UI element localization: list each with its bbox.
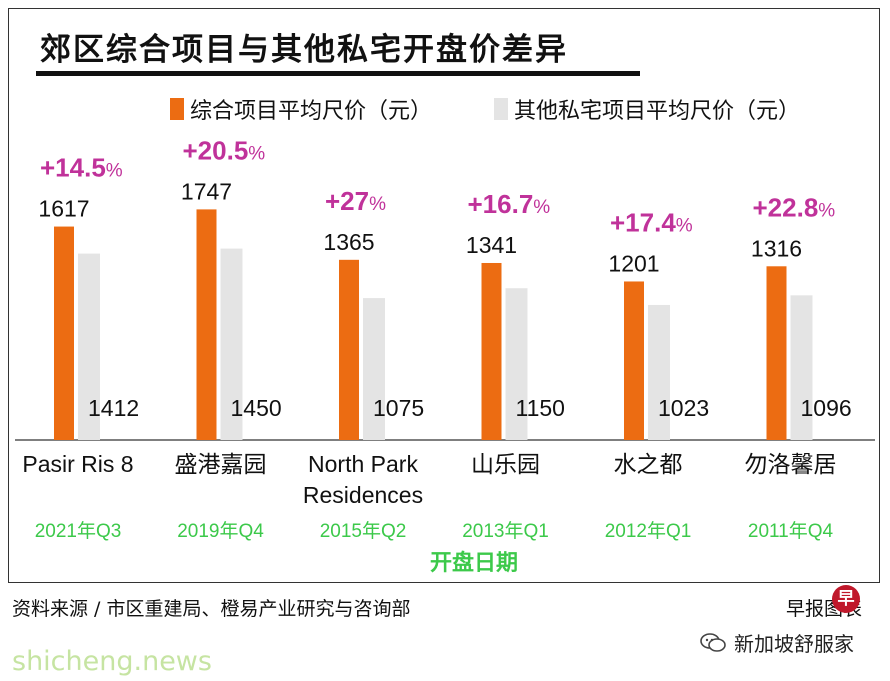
value-label-integrated: 1365 xyxy=(323,229,374,255)
category-label: North Park xyxy=(308,451,418,477)
date-label: 2015年Q2 xyxy=(320,520,407,542)
difference-label: +16.7% xyxy=(468,189,551,219)
bar-integrated xyxy=(54,226,74,440)
date-label: 2012年Q1 xyxy=(605,520,692,542)
value-label-integrated: 1201 xyxy=(608,250,659,276)
wechat-account-name: 新加坡舒服家 xyxy=(734,632,854,656)
chart-title: 郊区综合项目与其他私宅开盘价差异 xyxy=(40,32,568,68)
bar-integrated xyxy=(339,259,359,440)
legend-other: 其他私宅项目平均尺价（元） xyxy=(494,93,800,125)
difference-label: +17.4% xyxy=(610,207,693,237)
category-label: 勿洛馨居 xyxy=(745,451,837,477)
value-label-other: 1412 xyxy=(88,395,139,421)
bar-integrated xyxy=(766,266,787,440)
wechat-watermark: 新加坡舒服家 xyxy=(700,628,854,657)
legend-swatch-other xyxy=(494,98,508,120)
legend-integrated: 综合项目平均尺价（元） xyxy=(170,93,432,125)
value-label-other: 1450 xyxy=(231,395,282,421)
site-watermark: shicheng.news xyxy=(12,646,212,677)
wechat-icon xyxy=(700,632,726,652)
difference-label: +22.8% xyxy=(753,192,836,222)
value-label-integrated: 1747 xyxy=(181,178,232,204)
source-note: 资料来源 / 市区重建局、橙易产业研究与咨询部 xyxy=(12,598,411,620)
difference-label: +14.5% xyxy=(40,153,123,183)
value-label-integrated: 1316 xyxy=(751,235,802,261)
value-label-integrated: 1341 xyxy=(466,232,517,258)
bar-integrated xyxy=(624,281,644,440)
brand-logo: 早 xyxy=(832,585,860,613)
category-label: 水之都 xyxy=(614,451,683,477)
category-label: Pasir Ris 8 xyxy=(22,451,133,477)
bar-other xyxy=(78,253,100,440)
bar-integrated xyxy=(481,262,502,440)
title-underline xyxy=(36,71,640,76)
value-label-integrated: 1617 xyxy=(38,196,89,222)
value-label-other: 1023 xyxy=(658,395,709,421)
value-label-other: 1150 xyxy=(516,395,565,421)
legend-label-integrated: 综合项目平均尺价（元） xyxy=(190,99,433,124)
difference-label: +27% xyxy=(325,186,386,216)
legend-label-other: 其他私宅项目平均尺价（元） xyxy=(514,99,801,124)
category-label: 盛港嘉园 xyxy=(175,451,267,477)
x-axis-title: 开盘日期 xyxy=(430,550,518,576)
date-label: 2013年Q1 xyxy=(462,520,549,542)
bar-other xyxy=(505,288,528,440)
bar-integrated xyxy=(196,209,217,440)
bar-other xyxy=(648,304,670,440)
chart-frame xyxy=(8,8,880,583)
category-label: Residences xyxy=(303,482,423,508)
date-label: 2021年Q3 xyxy=(35,520,122,542)
legend-swatch-integrated xyxy=(170,98,184,120)
category-label: 山乐园 xyxy=(471,451,540,477)
bar-other xyxy=(220,248,243,440)
value-label-other: 1075 xyxy=(373,395,424,421)
date-label: 2019年Q4 xyxy=(177,520,264,542)
value-label-other: 1096 xyxy=(801,395,852,421)
bar-other xyxy=(363,298,385,440)
date-label: 2011年Q4 xyxy=(748,520,834,542)
bar-other xyxy=(790,295,813,440)
difference-label: +20.5% xyxy=(183,135,266,165)
